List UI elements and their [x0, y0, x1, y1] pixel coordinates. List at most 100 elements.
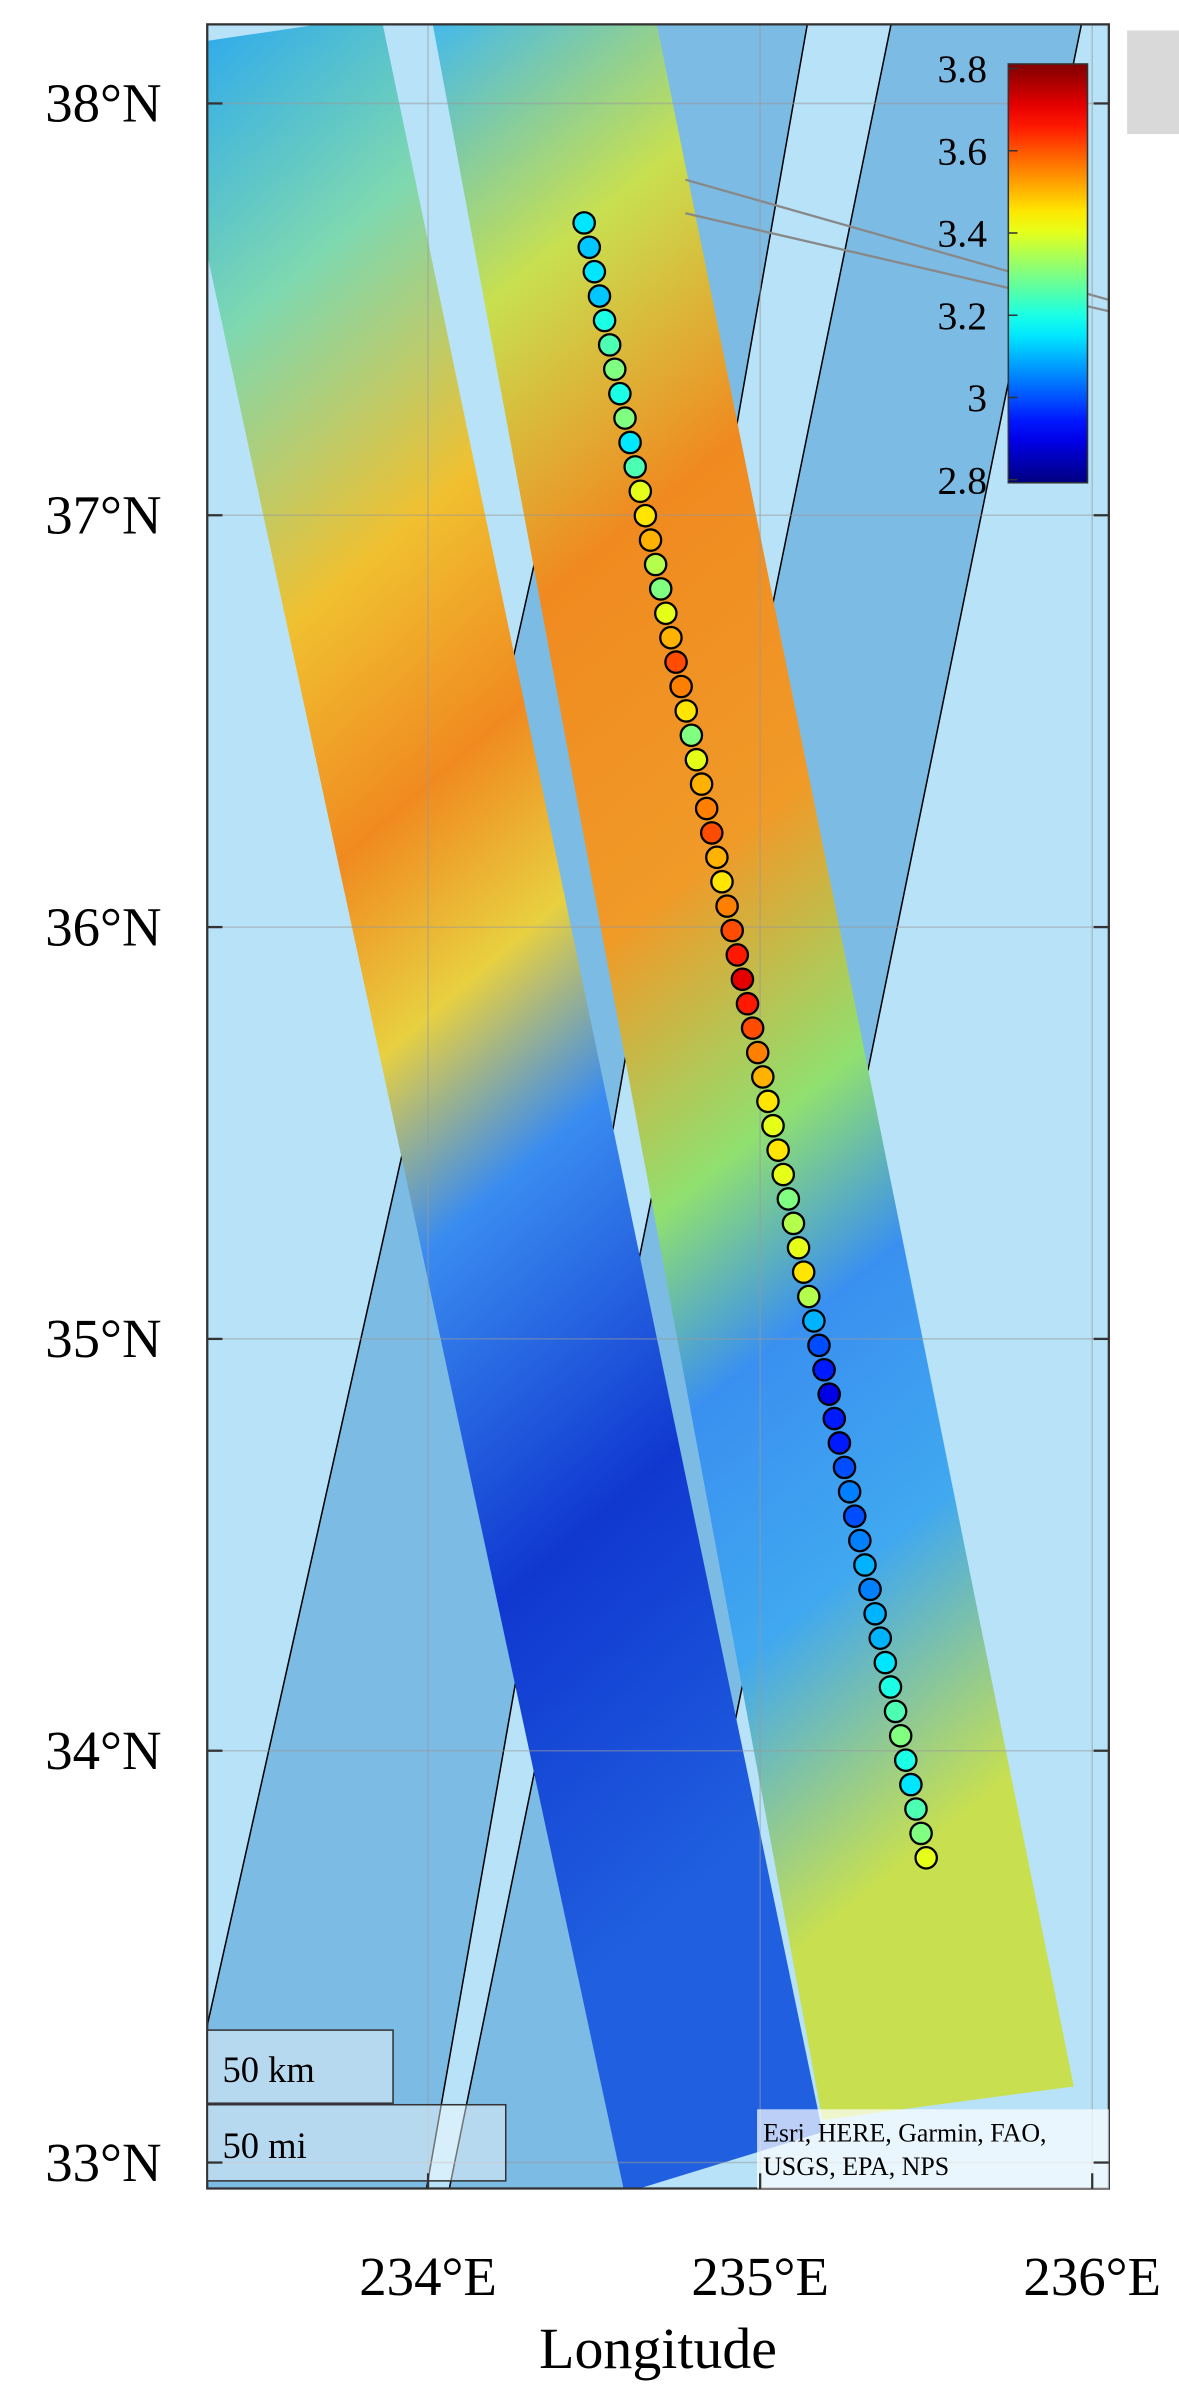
track-point [648, 577, 673, 601]
track-point [791, 1260, 816, 1284]
y-tick-label: 36°N [45, 896, 161, 957]
scalebar-label: 50 mi [222, 2125, 306, 2166]
y-tick-label: 35°N [45, 1308, 161, 1369]
colorbar-tick-label: 2.8 [938, 458, 987, 502]
track-point [669, 674, 693, 699]
track-point [582, 259, 607, 284]
track-point [909, 1821, 933, 1846]
x-axis-label: Longitude [539, 2316, 777, 2381]
y-tick-label: 33°N [45, 2132, 161, 2193]
track-point [771, 1162, 796, 1187]
track-point [878, 1675, 903, 1699]
scalebar-box [206, 2103, 507, 2182]
track-point [705, 845, 729, 870]
colorbar-tick-label: 3.4 [938, 212, 988, 256]
frame [206, 23, 1110, 2190]
track-point [597, 333, 622, 357]
track-point [592, 308, 617, 333]
track-point [740, 1016, 765, 1040]
colorbar-ticks: 3.8 3.6 3.4 3.2 3 2.8 [938, 47, 1018, 502]
scalebar-box [206, 2029, 394, 2104]
track-point [725, 943, 750, 967]
attribution-box [757, 2109, 1109, 2189]
track-point [745, 1040, 770, 1065]
track-point [679, 723, 704, 748]
basemap [207, 24, 1109, 2189]
track-point [904, 1797, 928, 1821]
track-point [868, 1626, 893, 1650]
track-point [613, 406, 637, 430]
track-point [858, 1577, 882, 1602]
swath [207, 24, 823, 2189]
track-point [888, 1723, 913, 1748]
y-tick-label: 38°N [45, 73, 161, 134]
x-tick-label: 236°E [1023, 2246, 1161, 2307]
colorbar-tick-label: 3.2 [938, 294, 987, 338]
track-point [914, 1845, 938, 1870]
track-point [735, 991, 760, 1016]
track-point [720, 918, 744, 943]
track-point [766, 1138, 790, 1162]
track-point [628, 479, 653, 504]
track-point [853, 1553, 877, 1577]
attribution: USGS, EPA, NPS [763, 2152, 949, 2181]
track-point [812, 1357, 836, 1382]
track-point [587, 284, 612, 308]
track-point [893, 1748, 918, 1772]
grid [207, 24, 1109, 2189]
track-point [643, 552, 668, 577]
track-point [842, 1504, 867, 1528]
colorbar-tick-label: 3.8 [938, 47, 987, 91]
track-point [730, 967, 755, 992]
track-point [572, 211, 596, 235]
y-tick-label: 34°N [45, 1720, 161, 1781]
y-tick-label: 37°N [45, 485, 161, 546]
track-point [659, 625, 683, 650]
track-point [694, 796, 719, 821]
track-point [822, 1406, 847, 1431]
colorbar-tick-label: 3 [967, 376, 987, 420]
track [572, 211, 938, 1870]
track-point [848, 1528, 872, 1553]
track-point [802, 1309, 826, 1333]
track-point [710, 869, 734, 894]
x-tick-label: 235°E [691, 2246, 829, 2307]
track-point [684, 747, 709, 772]
colorbar-tick-label: 3.6 [938, 129, 987, 173]
attribution: Esri, HERE, Garmin, FAO, [763, 2118, 1046, 2147]
track-point [577, 235, 602, 260]
track-point [674, 699, 699, 723]
track-point [756, 1089, 780, 1114]
track-point [827, 1431, 852, 1455]
track-point [832, 1455, 857, 1480]
track-point [689, 772, 714, 796]
track-point [699, 821, 724, 845]
track-point [817, 1382, 841, 1406]
track-point [873, 1650, 898, 1675]
legend-box [1127, 30, 1179, 135]
track-point [638, 528, 663, 552]
scalebar-label: 50 km [222, 2049, 314, 2090]
track-point [786, 1235, 811, 1260]
track-point [883, 1699, 908, 1724]
track-point [796, 1284, 821, 1309]
track-point [751, 1065, 775, 1089]
track-point [781, 1211, 806, 1236]
track-point [633, 503, 658, 528]
track-point [761, 1113, 785, 1138]
track-point [618, 430, 642, 455]
track-point [715, 894, 739, 918]
track-point [807, 1333, 831, 1358]
track-point [608, 381, 632, 406]
colorbar [1007, 63, 1089, 484]
track-point [654, 601, 678, 626]
track-point [899, 1772, 923, 1797]
track-point [776, 1187, 801, 1211]
track-point [664, 650, 688, 674]
track-point [837, 1479, 862, 1504]
track-point [863, 1601, 887, 1626]
track-point [602, 357, 627, 382]
track-point [623, 455, 647, 479]
ticks: 234°E 235°E 236°E 38°N 37°N 36°N 35°N 34°N 33°N [45, 73, 1161, 2307]
